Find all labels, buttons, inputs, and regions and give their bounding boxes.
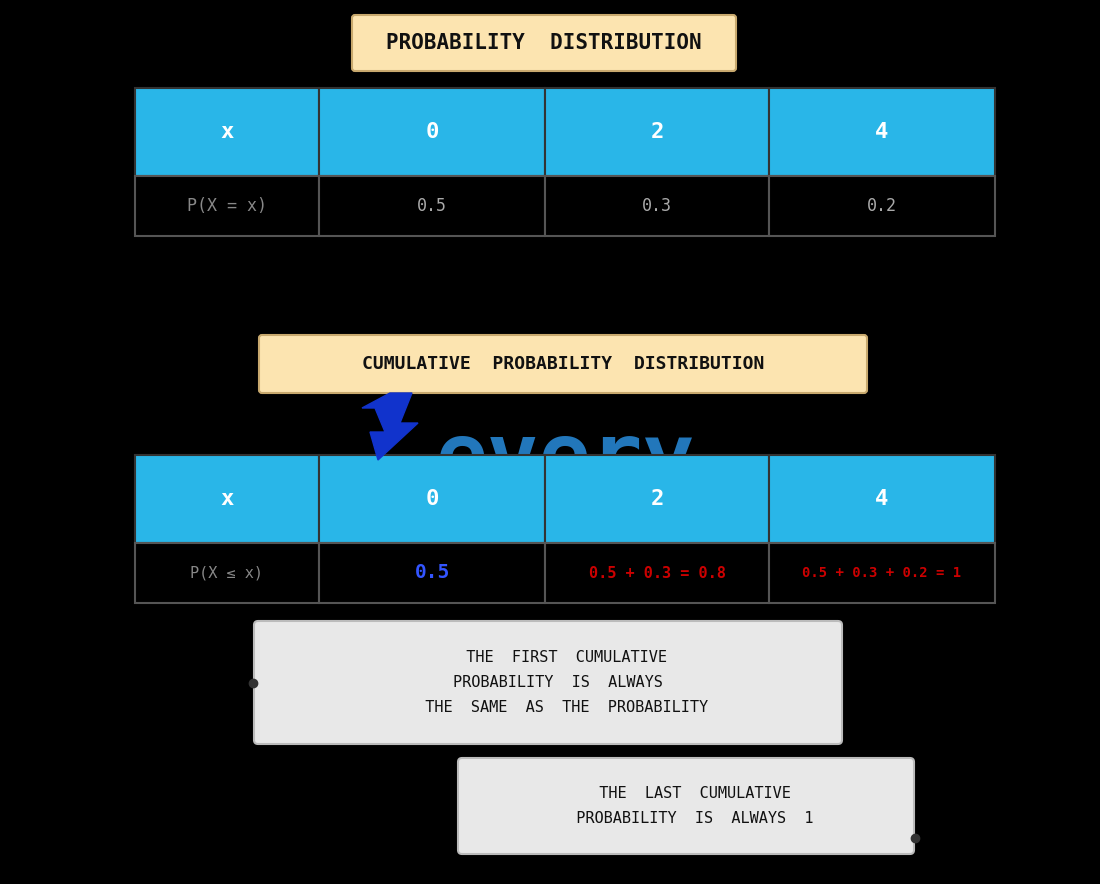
Text: PROBABILITY  DISTRIBUTION: PROBABILITY DISTRIBUTION: [386, 33, 702, 53]
Text: P(X = x): P(X = x): [187, 197, 267, 215]
Bar: [544, 88, 769, 176]
Text: 0.5: 0.5: [415, 563, 450, 583]
Bar: [544, 176, 769, 236]
Text: THE  LAST  CUMULATIVE
  PROBABILITY  IS  ALWAYS  1: THE LAST CUMULATIVE PROBABILITY IS ALWAY…: [558, 786, 814, 826]
FancyBboxPatch shape: [352, 15, 736, 71]
Text: 0: 0: [426, 489, 439, 509]
Text: CUMULATIVE  PROBABILITY  DISTRIBUTION: CUMULATIVE PROBABILITY DISTRIBUTION: [362, 355, 764, 373]
Text: 2: 2: [650, 489, 663, 509]
Text: 0.2: 0.2: [867, 197, 896, 215]
Bar: [135, 455, 319, 543]
Text: 0.5: 0.5: [417, 197, 447, 215]
FancyBboxPatch shape: [258, 335, 867, 393]
Polygon shape: [362, 393, 418, 460]
Text: THE  FIRST  CUMULATIVE
PROBABILITY  IS  ALWAYS
  THE  SAME  AS  THE  PROBABILITY: THE FIRST CUMULATIVE PROBABILITY IS ALWA…: [407, 651, 708, 714]
Text: 0.5 + 0.3 + 0.2 = 1: 0.5 + 0.3 + 0.2 = 1: [802, 566, 961, 580]
Text: 2: 2: [650, 122, 663, 142]
Bar: [769, 543, 996, 603]
Bar: [135, 176, 319, 236]
Text: every
line: every line: [436, 419, 695, 579]
FancyBboxPatch shape: [458, 758, 914, 854]
Bar: [544, 455, 769, 543]
Bar: [319, 176, 544, 236]
Bar: [769, 455, 996, 543]
Bar: [544, 543, 769, 603]
Text: 0.5 + 0.3 = 0.8: 0.5 + 0.3 = 0.8: [588, 566, 725, 581]
Bar: [769, 176, 996, 236]
Bar: [135, 88, 319, 176]
Text: P(X ≤ x): P(X ≤ x): [190, 566, 264, 581]
Text: x: x: [220, 489, 233, 509]
FancyBboxPatch shape: [254, 621, 842, 744]
Bar: [135, 543, 319, 603]
Bar: [319, 455, 544, 543]
Bar: [319, 543, 544, 603]
Text: x: x: [220, 122, 233, 142]
Text: 4: 4: [876, 489, 889, 509]
Text: 0: 0: [426, 122, 439, 142]
Bar: [769, 88, 996, 176]
Text: 0.3: 0.3: [642, 197, 672, 215]
Text: 4: 4: [876, 122, 889, 142]
Bar: [319, 88, 544, 176]
